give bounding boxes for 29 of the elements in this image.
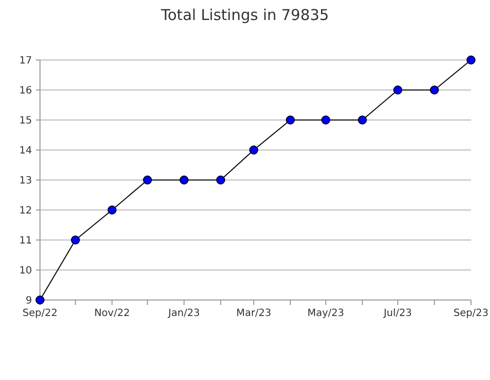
point — [321, 116, 330, 124]
x-tick-label: Nov/22 — [94, 308, 130, 319]
point — [466, 56, 476, 64]
y-tick-label: 16 — [19, 86, 32, 96]
y-tick-label: 15 — [19, 116, 32, 126]
y-tick-label: 10 — [19, 266, 32, 276]
point — [180, 176, 189, 184]
point — [358, 116, 367, 124]
point — [286, 116, 295, 124]
y-tick-label: 11 — [19, 236, 32, 246]
point — [108, 206, 117, 214]
y-tick-label: 13 — [19, 176, 32, 186]
x-tick-label: Mar/23 — [236, 308, 272, 319]
chart-title: Total Listings in 79835 — [160, 6, 329, 24]
point — [70, 236, 80, 244]
point — [430, 86, 439, 94]
y-tick-label: 9 — [26, 296, 32, 306]
y-tick-label: 14 — [19, 146, 32, 156]
y-tick-label: 17 — [19, 56, 32, 66]
x-tick-label: May/23 — [307, 308, 344, 319]
y-tick-label: 12 — [19, 206, 32, 216]
point — [393, 86, 402, 94]
point — [142, 176, 152, 184]
x-tick-label: Jul/23 — [382, 308, 412, 319]
x-tick-label: Sep/23 — [454, 308, 488, 319]
x-tick-label: Sep/22 — [22, 308, 58, 319]
point — [216, 176, 226, 184]
x-tick-label: Jan/23 — [167, 308, 200, 319]
point — [249, 146, 258, 154]
